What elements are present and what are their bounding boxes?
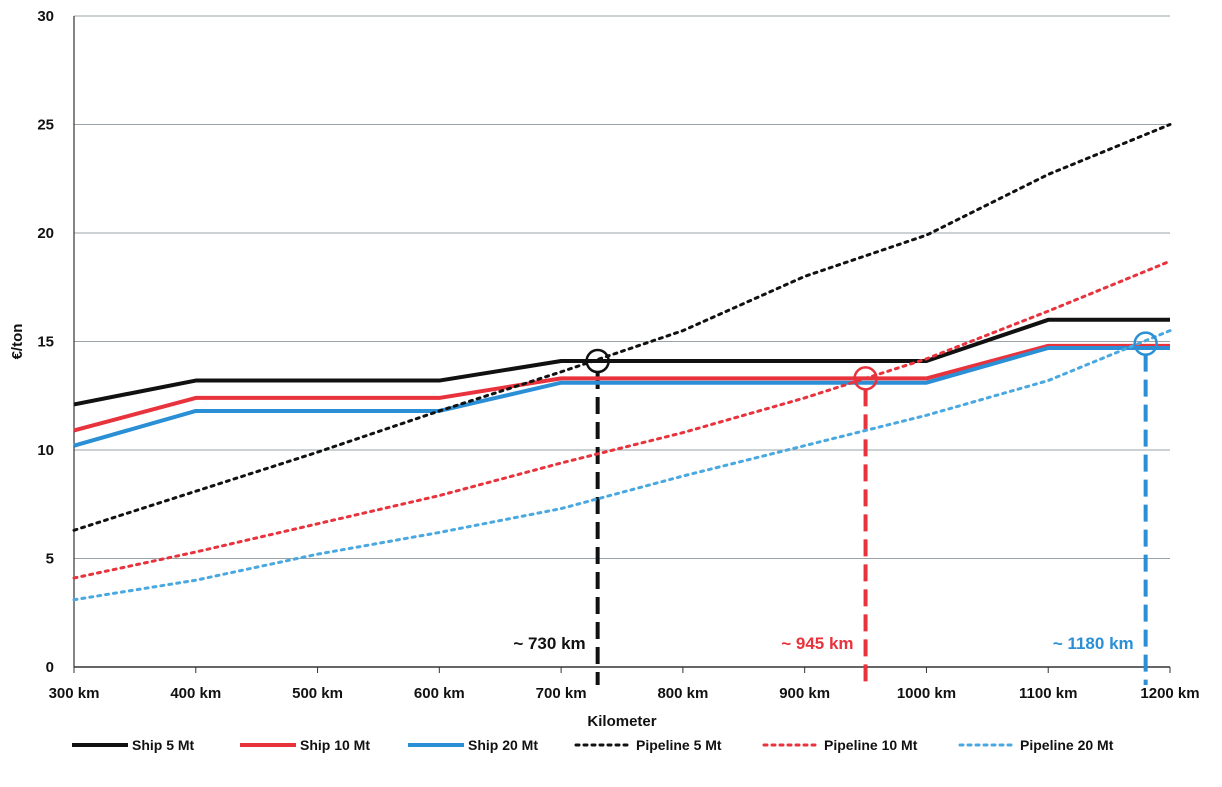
x-tick-label: 800 km [657, 685, 708, 702]
x-tick-label: 300 km [49, 685, 100, 702]
y-tick-label: 20 [37, 225, 54, 242]
series-lines [72, 123, 1172, 602]
axes [73, 16, 1171, 673]
x-tick-label: 400 km [170, 685, 221, 702]
x-tick-label: 500 km [292, 685, 343, 702]
crossover-circles [585, 331, 1158, 391]
legend-label-1: Ship 5 Mt [132, 737, 195, 753]
series-line-pipeline-10-mt [72, 259, 1172, 580]
crossover-label-3: ~ 1180 km [1053, 634, 1134, 653]
y-tick-label: 5 [46, 551, 54, 568]
y-tick-label: 15 [37, 334, 54, 351]
series-line-pipeline-20-mt [72, 329, 1172, 602]
y-tick-label: 30 [37, 8, 54, 25]
x-axis-title: Kilometer [587, 713, 656, 730]
legend-label-2: Ship 10 Mt [300, 737, 370, 753]
tick-labels: 0 5 10 15 20 25 30 300 km 400 km 500 km 600 km 700 … [37, 8, 1199, 702]
x-tick-label: 700 km [536, 685, 587, 702]
crossover-label-1: ~ 730 km [513, 634, 585, 653]
legend-label-3: Ship 20 Mt [468, 737, 538, 753]
y-tick-label: 0 [46, 659, 54, 676]
x-tick-label: 1200 km [1140, 685, 1199, 702]
legend-label-5: Pipeline 10 Mt [824, 737, 918, 753]
series-line-pipeline-5-mt [72, 123, 1172, 532]
crossover-label-2: ~ 945 km [781, 634, 853, 653]
series-line-ship-20-mt [73, 346, 1170, 448]
y-tick-label: 10 [37, 442, 54, 459]
legend-label-6: Pipeline 20 Mt [1020, 737, 1114, 753]
y-tick-label: 25 [37, 117, 54, 134]
crossover-labels: ~ 730 km ~ 945 km ~ 1180 km [513, 634, 1133, 653]
series-line-ship-5-mt [73, 317, 1170, 407]
crossover-circle-1 [585, 348, 610, 374]
crossover-markers [595, 354, 1148, 685]
grid-lines [74, 15, 1170, 559]
x-tick-label: 900 km [779, 685, 830, 702]
x-tick-label: 1000 km [897, 685, 956, 702]
series-line-ship-10-mt [73, 343, 1170, 433]
x-tick-label: 1100 km [1019, 685, 1077, 702]
x-tick-label: 600 km [414, 685, 465, 702]
legend-label-4: Pipeline 5 Mt [636, 737, 722, 753]
crossover-circle-2 [853, 366, 878, 391]
crossover-circle-3 [1133, 331, 1158, 356]
legend: Ship 5 Mt Ship 10 Mt Ship 20 Mt Pipeline 5 … [72, 737, 1114, 753]
y-axis-title: €/ton [9, 324, 26, 360]
